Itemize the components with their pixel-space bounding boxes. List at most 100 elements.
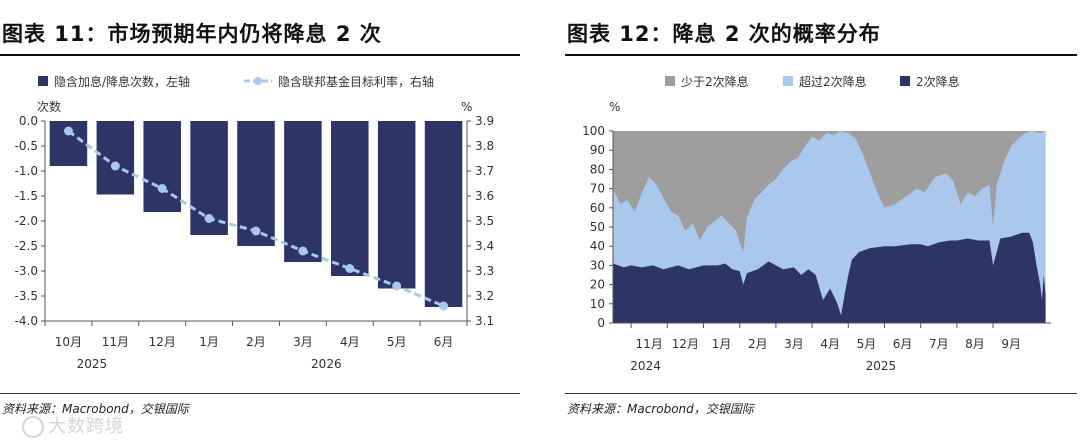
left-source-rule [0, 393, 520, 394]
rate-point-7 [345, 264, 355, 273]
right-axis-unit-label: % [609, 100, 620, 114]
right-tick-label: 3.7 [475, 164, 494, 178]
right-tick-label: 3.2 [475, 289, 494, 303]
legend-bar-label: 隐含加息/降息次数，左轴 [54, 74, 190, 89]
left-source-note: 资料来源：Macrobond，交银国际 [2, 402, 189, 416]
right-tick-label: 3.8 [475, 139, 494, 153]
year-label: 2026 [311, 357, 342, 371]
right-source-rule [565, 393, 1077, 394]
x-tick-label: 11月 [102, 335, 129, 349]
x-tick-label: 1月 [712, 337, 732, 351]
x-tick-label: 4月 [820, 337, 840, 351]
rate-point-4 [204, 214, 214, 223]
area-two-cuts [613, 232, 1046, 323]
x-tick-label: 6月 [893, 337, 913, 351]
left-chart: 隐含加息/降息次数，左轴 隐含联邦基金目标利率，右轴 次数 % 0.0 -0.5 -… [15, 74, 495, 371]
year-label: 2024 [630, 359, 661, 373]
legend-line-marker [254, 77, 262, 85]
right-figure-title: 图表 12：降息 2 次的概率分布 [567, 22, 881, 46]
bar-6 [284, 121, 322, 262]
right-axis-unit-label: % [461, 100, 472, 114]
rate-point-8 [392, 281, 402, 291]
y-tick-label: 0 [597, 316, 605, 330]
left-legend: 隐含加息/降息次数，左轴 隐含联邦基金目标利率，右轴 [38, 74, 434, 89]
x-tick-label: 11月 [636, 337, 663, 351]
right-tick-label: 3.6 [475, 189, 494, 203]
x-tick-label: 5月 [387, 335, 407, 349]
x-tick-label: 10月 [55, 335, 82, 349]
right-tick-label: 3.1 [475, 314, 494, 328]
x-tick-label: 2月 [246, 335, 266, 349]
left-tick-label: -4.0 [15, 314, 38, 328]
x-tick-label: 4月 [340, 335, 360, 349]
legend-less-swatch [665, 76, 675, 86]
y-tick-label: 100 [582, 124, 605, 138]
left-axis-unit-label: 次数 [37, 99, 61, 114]
rate-point-2 [110, 161, 120, 171]
year-label: 2025 [77, 357, 108, 371]
right-title-rule [565, 54, 1077, 56]
y-tick-label: 30 [590, 258, 605, 272]
legend-two-label: 2次降息 [916, 74, 960, 89]
rate-point-9 [439, 301, 449, 311]
y-tick-label: 10 [590, 297, 605, 311]
right-tick-label: 3.5 [475, 214, 494, 228]
rate-point-6 [298, 246, 308, 256]
left-tick-label: -1.5 [15, 189, 38, 203]
left-tick-label: -0.5 [15, 139, 38, 153]
right-tick-label: 3.3 [475, 264, 494, 278]
watermark: 大数跨境 [22, 412, 124, 438]
left-plot-area: 0.0 -0.5 -1.0 -1.5 -2.0 -2.5 -3.0 -3.5 -4.0 3.9 3.… [15, 114, 495, 371]
x-tick-label: 7月 [929, 337, 949, 351]
bar-8 [377, 121, 416, 289]
bar-2 [96, 121, 135, 195]
x-tick-label: 2月 [748, 337, 768, 351]
left-title-rule [0, 54, 520, 56]
left-figure-panel: 图表 11：市场预期年内仍将降息 2 次 隐含加息/降息次数，左轴 隐含联邦基金… [0, 0, 525, 441]
rate-point-1 [63, 126, 73, 136]
left-tick-label: -3.5 [15, 289, 38, 303]
x-tick-label: 9月 [1001, 337, 1021, 351]
legend-two-swatch [900, 76, 910, 86]
legend-line-label: 隐含联邦基金目标利率，右轴 [278, 74, 434, 89]
y-tick-label: 70 [590, 182, 605, 196]
y-tick-label: 90 [590, 143, 605, 157]
left-tick-label: 0.0 [19, 114, 38, 128]
right-source-note: 资料来源：Macrobond，交银国际 [567, 402, 754, 416]
x-tick-label: 3月 [784, 337, 804, 351]
y-tick-label: 20 [590, 278, 605, 292]
right-tick-label: 3.4 [475, 239, 494, 253]
legend-more-label: 超过2次降息 [799, 74, 867, 89]
left-tick-label: -1.0 [15, 164, 38, 178]
left-tick-label: -3.0 [15, 264, 38, 278]
bar-7 [331, 121, 369, 276]
right-legend: 少于2次降息 超过2次降息 2次降息 [665, 74, 960, 89]
y-tick-label: 80 [590, 162, 605, 176]
year-label: 2025 [866, 359, 897, 373]
y-tick-label: 40 [590, 239, 605, 253]
bar-9 [424, 121, 463, 307]
y-tick-label: 50 [590, 220, 605, 234]
y-tick-label: 60 [590, 201, 605, 215]
x-tick-label: 3月 [293, 335, 313, 349]
left-tick-label: -2.0 [15, 214, 38, 228]
legend-more-swatch [783, 76, 793, 86]
x-tick-label: 12月 [149, 335, 176, 349]
rate-point-5 [251, 226, 261, 236]
x-tick-label: 1月 [199, 335, 219, 349]
left-tick-label: -2.5 [15, 239, 38, 253]
right-chart: 少于2次降息 超过2次降息 2次降息 % 1009080706050403020… [582, 74, 1051, 373]
bar-5 [237, 121, 275, 246]
left-figure-title: 图表 11：市场预期年内仍将降息 2 次 [2, 22, 382, 46]
x-tick-label: 5月 [857, 337, 877, 351]
watermark-text: 大数跨境 [48, 416, 124, 437]
legend-bar-swatch [38, 76, 48, 86]
rate-point-3 [157, 184, 167, 193]
x-tick-label: 8月 [965, 337, 985, 351]
right-figure-panel: 图表 12：降息 2 次的概率分布 少于2次降息 超过2次降息 2次降息 % 1… [565, 0, 1080, 441]
right-tick-label: 3.9 [475, 114, 494, 128]
legend-less-label: 少于2次降息 [681, 74, 749, 89]
watermark-logo-icon [22, 416, 44, 438]
x-tick-label: 6月 [434, 335, 454, 349]
